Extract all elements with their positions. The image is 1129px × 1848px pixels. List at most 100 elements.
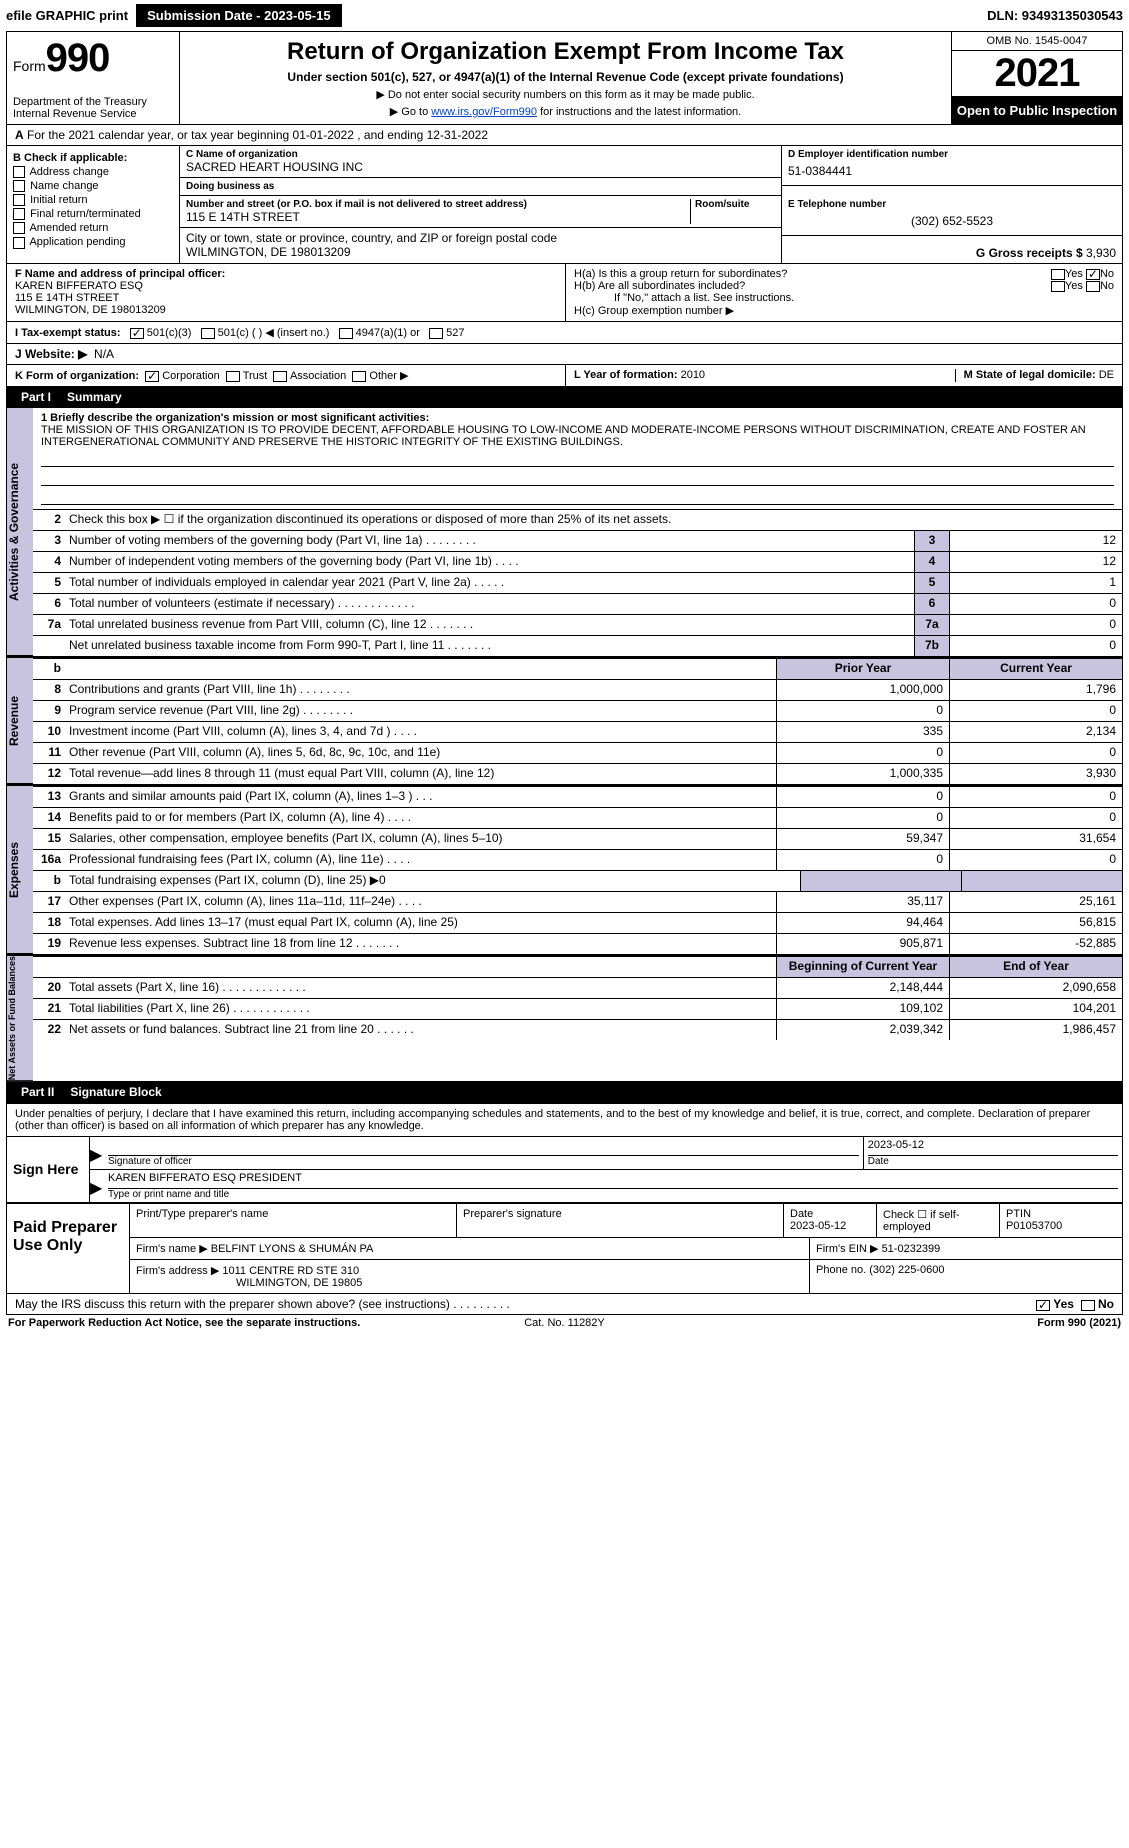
- current-value: 2,134: [949, 722, 1122, 742]
- line-text: Salaries, other compensation, employee b…: [65, 829, 776, 849]
- other-checkbox[interactable]: [352, 371, 366, 382]
- prior-value: 0: [776, 850, 949, 870]
- gross-receipts-label: G Gross receipts $: [976, 246, 1083, 260]
- ein-label: D Employer identification number: [788, 149, 1116, 160]
- self-employed-check[interactable]: Check ☐ if self-employed: [876, 1204, 999, 1237]
- officer-print-name: KAREN BIFFERATO ESQ PRESIDENT: [108, 1172, 1118, 1189]
- line-box: 3: [914, 531, 949, 551]
- hb-no-checkbox[interactable]: [1086, 281, 1100, 292]
- prep-sig-label: Preparer's signature: [463, 1208, 777, 1220]
- org-name: SACRED HEART HOUSING INC: [186, 160, 775, 174]
- current-value: -52,885: [949, 934, 1122, 954]
- hb-yes-checkbox[interactable]: [1051, 281, 1065, 292]
- phone-value: (302) 652-5523: [788, 210, 1116, 232]
- amended-return-checkbox[interactable]: [13, 222, 25, 234]
- current-value: 0: [949, 787, 1122, 807]
- line-text: Revenue less expenses. Subtract line 18 …: [65, 934, 776, 954]
- discuss-yes-checkbox[interactable]: [1036, 1300, 1050, 1311]
- phone-label: E Telephone number: [788, 199, 1116, 210]
- current-value: 25,161: [949, 892, 1122, 912]
- current-value: 104,201: [949, 999, 1122, 1019]
- efile-label: efile GRAPHIC print: [6, 8, 128, 23]
- 527-checkbox[interactable]: [429, 328, 443, 339]
- line-text: Total expenses. Add lines 13–17 (must eq…: [65, 913, 776, 933]
- prior-value: 1,000,000: [776, 680, 949, 700]
- prior-value: 94,464: [776, 913, 949, 933]
- application-pending-checkbox[interactable]: [13, 237, 25, 249]
- name-change-checkbox[interactable]: [13, 180, 25, 192]
- 501c3-checkbox[interactable]: [130, 328, 144, 339]
- line-box: 7a: [914, 615, 949, 635]
- firm-name: BELFINT LYONS & SHUMÁN PA: [211, 1243, 374, 1255]
- initial-return-checkbox[interactable]: [13, 194, 25, 206]
- revenue-tab: Revenue: [7, 658, 33, 784]
- print-name-label: Type or print name and title: [108, 1189, 1118, 1200]
- city-label: City or town, state or province, country…: [186, 231, 775, 245]
- line-text: Total unrelated business revenue from Pa…: [65, 615, 914, 635]
- line-text: Number of voting members of the governin…: [65, 531, 914, 551]
- beginning-year-header: Beginning of Current Year: [776, 957, 949, 977]
- line-text: Net unrelated business taxable income fr…: [65, 636, 914, 656]
- line-text: Other revenue (Part VIII, column (A), li…: [65, 743, 776, 763]
- line-text: Total liabilities (Part X, line 26) . . …: [65, 999, 776, 1019]
- dln-label: DLN: 93493135030543: [987, 8, 1123, 23]
- line-value: 0: [949, 636, 1122, 656]
- website-value: N/A: [94, 347, 114, 361]
- hb-label: H(b) Are all subordinates included?: [574, 280, 1051, 292]
- trust-checkbox[interactable]: [226, 371, 240, 382]
- association-checkbox[interactable]: [273, 371, 287, 382]
- ha-no-checkbox[interactable]: [1086, 269, 1100, 280]
- open-public-badge: Open to Public Inspection: [952, 97, 1122, 124]
- sig-date: 2023-05-12: [868, 1139, 1118, 1156]
- line-box: 5: [914, 573, 949, 593]
- line-text: Professional fundraising fees (Part IX, …: [65, 850, 776, 870]
- form-header: Form990 Department of the Treasury Inter…: [7, 32, 1122, 124]
- ssn-warning: ▶ Do not enter social security numbers o…: [190, 88, 941, 101]
- addr-label: Number and street (or P.O. box if mail i…: [186, 199, 690, 210]
- current-value: 0: [949, 850, 1122, 870]
- line-text: Total number of individuals employed in …: [65, 573, 914, 593]
- current-value: 0: [949, 743, 1122, 763]
- line-2-text: Check this box ▶ ☐ if the organization d…: [65, 510, 1122, 530]
- corporation-checkbox[interactable]: [145, 371, 159, 382]
- state-domicile-value: DE: [1099, 369, 1114, 381]
- 501c-checkbox[interactable]: [201, 328, 215, 339]
- current-value: 3,930: [949, 764, 1122, 784]
- irs-label: Internal Revenue Service: [13, 108, 173, 120]
- officer-addr1: 115 E 14TH STREET: [15, 292, 557, 304]
- goto-line: ▶ Go to www.irs.gov/Form990 for instruct…: [190, 105, 941, 118]
- room-label: Room/suite: [695, 199, 775, 210]
- form-footer: Form 990 (2021): [1037, 1317, 1121, 1329]
- irs-link[interactable]: www.irs.gov/Form990: [431, 106, 537, 118]
- prior-value: 1,000,335: [776, 764, 949, 784]
- line-a: A For the 2021 calendar year, or tax yea…: [7, 124, 1122, 145]
- firm-ein-label: Firm's EIN ▶: [816, 1243, 879, 1255]
- prior-value: 0: [776, 743, 949, 763]
- firm-phone: (302) 225-0600: [869, 1264, 944, 1276]
- prior-value: 59,347: [776, 829, 949, 849]
- final-return-checkbox[interactable]: [13, 208, 25, 220]
- dept-label: Department of the Treasury: [13, 96, 173, 108]
- prior-value: 0: [776, 787, 949, 807]
- 4947-checkbox[interactable]: [339, 328, 353, 339]
- ha-yes-checkbox[interactable]: [1051, 269, 1065, 280]
- prior-value: 905,871: [776, 934, 949, 954]
- discuss-no-checkbox[interactable]: [1081, 1300, 1095, 1311]
- dba-label: Doing business as: [186, 181, 775, 192]
- prep-date: 2023-05-12: [790, 1220, 870, 1232]
- prior-year-header: Prior Year: [776, 659, 949, 679]
- prior-value: 2,148,444: [776, 978, 949, 998]
- line-text: Grants and similar amounts paid (Part IX…: [65, 787, 776, 807]
- part-i-header: Part I Summary: [7, 386, 1122, 408]
- mission-label: 1 Briefly describe the organization's mi…: [41, 412, 429, 424]
- check-b-column: B Check if applicable: Address change Na…: [7, 146, 180, 263]
- current-value: 31,654: [949, 829, 1122, 849]
- line-value: 12: [949, 531, 1122, 551]
- submission-date-button[interactable]: Submission Date - 2023-05-15: [136, 4, 342, 27]
- line-text: Investment income (Part VIII, column (A)…: [65, 722, 776, 742]
- arrow-icon: ▶: [90, 1170, 104, 1202]
- firm-name-label: Firm's name ▶: [136, 1243, 208, 1255]
- ha-label: H(a) Is this a group return for subordin…: [574, 268, 1051, 280]
- ein-value: 51-0384441: [788, 160, 1116, 182]
- address-change-checkbox[interactable]: [13, 166, 25, 178]
